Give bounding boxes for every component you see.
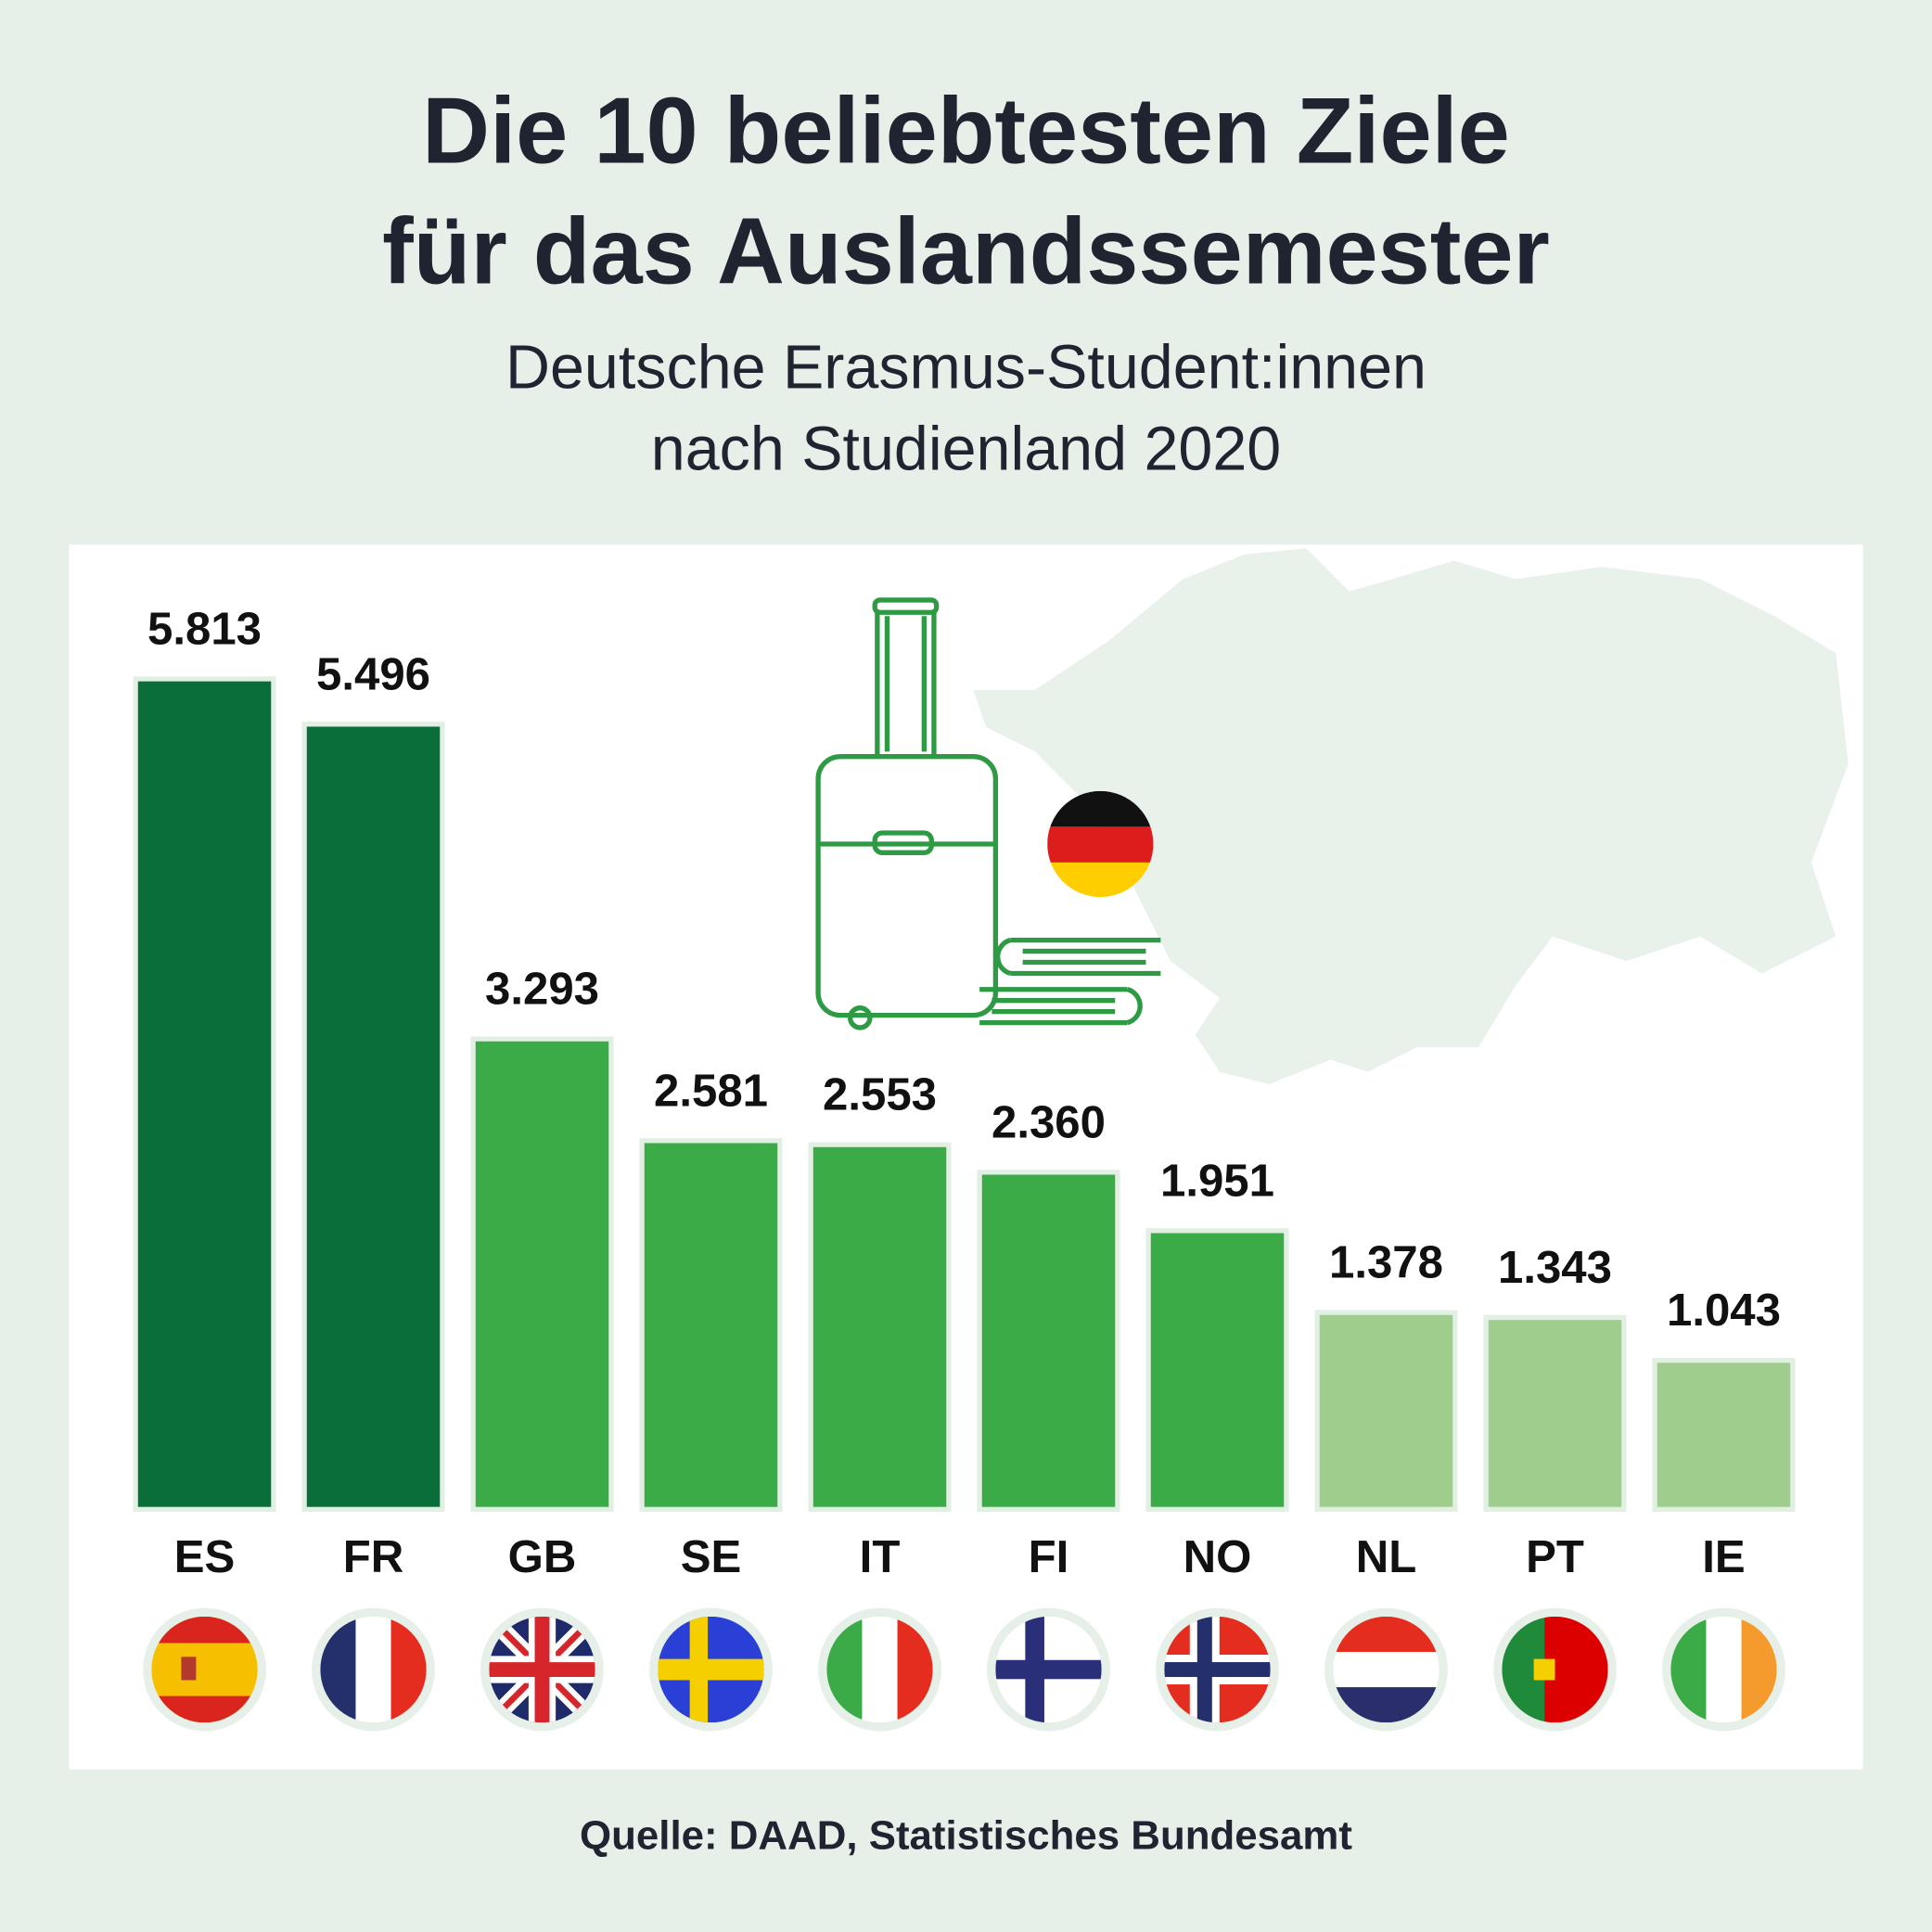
flag-part: [1533, 1658, 1555, 1681]
x-tick-label: FR: [343, 1532, 404, 1582]
flag-part: [862, 1616, 898, 1723]
flag-part: [689, 1616, 709, 1723]
chart-subtitle: Deutsche Erasmus-Student:innen: [505, 334, 1427, 403]
value-label: 1.951: [1160, 1156, 1274, 1206]
flag: [480, 1607, 604, 1732]
flag-body: [995, 1616, 1102, 1723]
chart-title: für das Auslandssemester: [382, 200, 1550, 304]
value-label: 1.343: [1498, 1243, 1612, 1293]
flag-part: [1025, 1616, 1044, 1723]
map: [973, 548, 1849, 1085]
bar: [808, 1142, 952, 1513]
value-label: 1.378: [1329, 1238, 1443, 1288]
flag-part: [1164, 1662, 1271, 1678]
bar: [977, 1170, 1120, 1513]
flag-body: [1333, 1616, 1439, 1723]
bar: [301, 722, 445, 1513]
x-tick-label: NL: [1356, 1532, 1417, 1582]
value-label: 3.293: [485, 965, 599, 1015]
flag-part: [1196, 1616, 1212, 1723]
flag: [987, 1607, 1110, 1732]
flag-body: [1502, 1616, 1608, 1723]
flag-body: [320, 1616, 427, 1723]
flag: [1662, 1607, 1785, 1732]
germany-flag: [1047, 790, 1154, 898]
bar: [1145, 1228, 1289, 1513]
flag: [312, 1607, 435, 1732]
flag-part: [1333, 1652, 1439, 1688]
bar: [1483, 1314, 1627, 1513]
flag-body: [826, 1616, 933, 1723]
x-tick-label: IT: [860, 1532, 901, 1582]
x-tick-label: FI: [1029, 1532, 1069, 1582]
flag: [1493, 1607, 1617, 1732]
value-label: 5.496: [316, 649, 430, 699]
value-label: 1.043: [1667, 1286, 1781, 1336]
x-tick-label: PT: [1526, 1532, 1584, 1582]
x-tick-label: IE: [1702, 1532, 1745, 1582]
bar: [133, 676, 276, 1513]
flag-body: [1164, 1616, 1271, 1723]
chart-subtitle: nach Studienland 2020: [651, 415, 1281, 483]
flag: [818, 1607, 941, 1732]
flag: [649, 1607, 773, 1732]
source: Quelle: DAAD, Statistisches Bundesamt: [580, 1813, 1352, 1859]
value-label: 2.553: [823, 1070, 937, 1120]
flag-body: [489, 1616, 595, 1723]
flag: [1156, 1607, 1279, 1732]
value-label: 2.581: [654, 1066, 768, 1116]
flag: [143, 1607, 266, 1732]
flag-part: [489, 1616, 595, 1723]
flag: [1324, 1607, 1448, 1732]
value-label: 2.360: [992, 1097, 1106, 1147]
flag-body: [151, 1616, 258, 1723]
flag-part: [181, 1657, 197, 1681]
bar: [470, 1036, 614, 1513]
flag-part: [995, 1659, 1102, 1680]
flag-body: [658, 1616, 764, 1723]
x-tick-label: GB: [508, 1532, 577, 1582]
flag-part: [1706, 1616, 1742, 1723]
x-tick-label: ES: [174, 1532, 236, 1582]
suitcase-icon: [815, 597, 1161, 1030]
value-label: 5.813: [147, 604, 262, 654]
x-tick-label: NO: [1184, 1532, 1252, 1582]
bar: [1652, 1358, 1796, 1513]
flag-body: [1670, 1616, 1777, 1723]
bar: [639, 1138, 783, 1513]
bar: [1314, 1310, 1458, 1513]
chart-title: Die 10 beliebtesten Ziele: [422, 79, 1510, 183]
flag-part: [355, 1616, 391, 1723]
x-tick-label: SE: [681, 1532, 742, 1582]
flag-part: [658, 1658, 764, 1681]
